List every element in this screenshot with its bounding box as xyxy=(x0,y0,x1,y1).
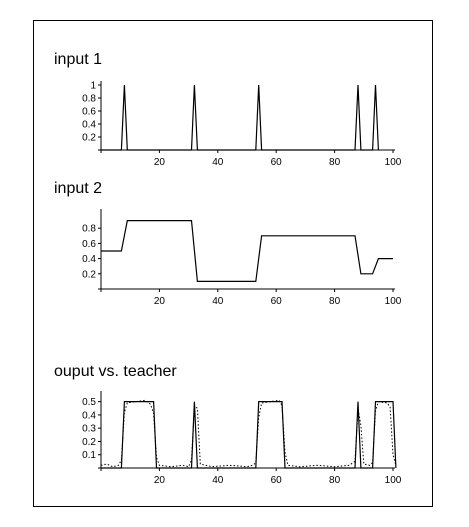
panel-3-y-tick-label: 0.1 xyxy=(82,450,96,461)
panel-3-y-tick-label: 0.3 xyxy=(82,424,96,435)
panel-3-x-tick-label: 80 xyxy=(329,475,341,486)
panel-2-y-tick-label: 0.2 xyxy=(82,269,96,280)
panel-2-x-tick-label: 80 xyxy=(329,296,341,307)
panel-1-x-tick-label: 60 xyxy=(271,157,283,168)
panel-1-x-tick-label: 40 xyxy=(212,157,224,168)
panel-2-y-tick-label: 0.4 xyxy=(82,254,96,265)
panel-1-plot: 20 40 60 80 100 0.2 0.4 0.6 0.8 1 xyxy=(82,81,402,169)
panel-1-y-tick-label: 0.4 xyxy=(82,120,96,131)
panel-3-y-tick-label: 0.2 xyxy=(82,437,96,448)
panel-2-x-tick-label: 100 xyxy=(385,296,402,307)
panel-1-y-tick-label: 1 xyxy=(90,81,96,92)
panel-2-y-tick-label: 0.6 xyxy=(82,239,96,250)
panel-3-title: ouput vs. teacher xyxy=(54,363,177,380)
panel-2-series-input-2-line xyxy=(101,220,393,282)
panel-3-y-tick-label: 0.5 xyxy=(82,397,96,408)
panel-1-y-tick-label: 0.6 xyxy=(82,107,96,118)
panel-1-x-tick-label: 80 xyxy=(329,157,341,168)
panel-3-x-tick-label: 40 xyxy=(212,475,224,486)
panel-3-series-teacher-line xyxy=(101,401,397,469)
panel-1-x-tick-label: 20 xyxy=(154,157,166,168)
panel-2-title: input 2 xyxy=(54,180,102,197)
figure-frame xyxy=(33,20,433,507)
panel-3-plot: 20 40 60 80 100 0.1 0.2 0.3 0.4 0.5 xyxy=(82,391,402,486)
panel-2-x-tick-label: 60 xyxy=(271,296,283,307)
panel-1-y-tick-label: 0.2 xyxy=(82,133,96,144)
panel-2-plot: 20 40 60 80 100 0.2 0.4 0.6 0.8 xyxy=(82,209,402,307)
panel-3-x-tick-label: 100 xyxy=(385,475,402,486)
panel-1-title: input 1 xyxy=(54,51,102,68)
panel-1-x-tick-label: 100 xyxy=(385,157,402,168)
panel-3-y-tick-label: 0.4 xyxy=(82,410,96,421)
panel-3-x-tick-label: 20 xyxy=(154,475,166,486)
panel-2-x-tick-label: 40 xyxy=(212,296,224,307)
panel-2-x-tick-label: 20 xyxy=(154,296,166,307)
panel-3-x-tick-label: 60 xyxy=(271,475,283,486)
panel-3-series-output-line xyxy=(100,399,397,468)
panel-1-series-input-1-line xyxy=(101,84,379,151)
panel-1-y-tick-label: 0.8 xyxy=(82,94,96,105)
panel-2-y-tick-label: 0.8 xyxy=(82,224,96,235)
